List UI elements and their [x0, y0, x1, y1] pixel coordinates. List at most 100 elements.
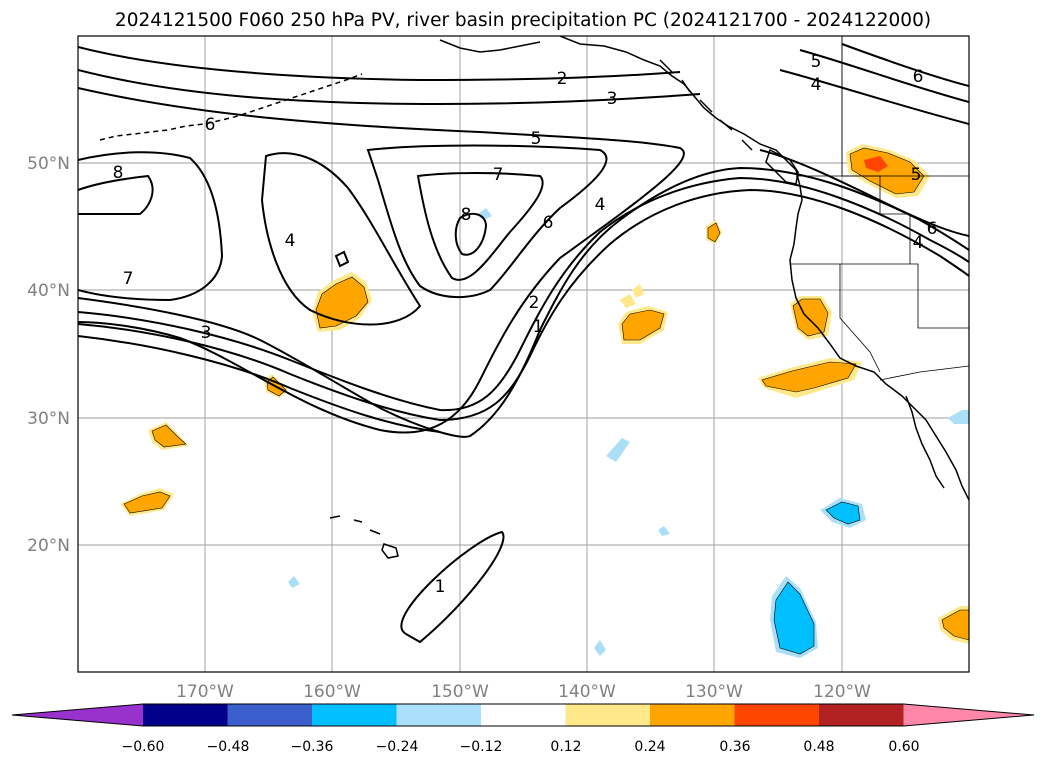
colorbar-segment	[396, 704, 482, 726]
colorbar-tick-label: −0.24	[376, 739, 419, 755]
shade-region	[620, 294, 636, 308]
shade-region	[606, 438, 630, 462]
shade-region	[707, 222, 721, 243]
shade-region	[941, 609, 969, 641]
shade-region	[151, 424, 187, 448]
shade-region	[315, 276, 369, 329]
contour-label: 2	[529, 293, 540, 313]
colorbar-segment	[650, 704, 735, 726]
shade-region	[864, 156, 888, 172]
shade-region	[123, 491, 171, 514]
lon-label: 170°W	[176, 682, 234, 702]
border-or-ca-nv	[790, 263, 969, 329]
colorbar-tick-label: −0.12	[460, 739, 503, 755]
border-us-mexico	[879, 365, 969, 381]
contour-label: 3	[607, 89, 618, 109]
lon-label: 140°W	[558, 682, 616, 702]
colorbar-segment	[481, 704, 566, 726]
lon-label: 160°W	[303, 682, 361, 702]
lat-label: 30°N	[27, 409, 70, 429]
shade-region	[288, 576, 300, 588]
shade-region	[825, 501, 861, 525]
contour-pv-3b	[78, 188, 969, 422]
contour-pv-3	[78, 69, 701, 106]
contour-pv-1	[78, 166, 969, 438]
coastline-baja	[905, 395, 945, 489]
colorbar-segment	[734, 704, 820, 726]
border-ca-nv	[839, 264, 881, 373]
colorbar-segment	[143, 704, 228, 726]
contour-pv-small	[334, 250, 350, 268]
colorbar-tick-label: 0.60	[888, 739, 919, 755]
precip-shading-negative	[288, 208, 969, 658]
coastline-hawaii	[329, 515, 399, 559]
colorbar-tick-label: −0.36	[291, 739, 334, 755]
contour-pv-2b	[78, 176, 969, 412]
contour-label: 7	[123, 269, 134, 289]
gridlines	[78, 36, 969, 672]
coastline-alaska-panhandle	[659, 59, 753, 151]
longitude-labels: 170°W 160°W 150°W 140°W 130°W 120°W	[176, 682, 871, 702]
contour-label: 2	[557, 69, 568, 89]
contour-pv-7	[416, 172, 544, 281]
contour-pv-5-ne	[799, 49, 969, 103]
contour-pv-5-east	[759, 149, 969, 237]
lon-label: 120°W	[813, 682, 871, 702]
contour-pv-7-west	[78, 151, 224, 302]
precip-shading-positive	[120, 144, 969, 644]
contour-label: 3	[201, 323, 212, 343]
colorbar: −0.60 −0.48 −0.36 −0.24 −0.12 0.12 0.24 …	[11, 703, 1035, 755]
colorbar-tick-label: 0.24	[634, 739, 665, 755]
colorbar-tick-label: 0.48	[803, 739, 834, 755]
contour-label: 4	[285, 231, 296, 251]
contour-pv-6	[366, 144, 608, 299]
coastlines	[99, 36, 969, 559]
colorbar-tick-label: −0.60	[122, 739, 165, 755]
coastline-alaska	[439, 39, 541, 53]
shade-region	[632, 284, 644, 298]
contour-pv-1-south	[400, 530, 505, 644]
contour-pv-8-west	[78, 174, 154, 215]
colorbar-tick-label: −0.48	[207, 739, 250, 755]
contour-label: 6	[913, 67, 924, 87]
lat-label: 40°N	[27, 281, 70, 301]
map-title: 2024121500 F060 250 hPa PV, river basin …	[115, 10, 931, 31]
colorbar-outline	[11, 703, 1035, 727]
colorbar-segment	[819, 704, 904, 726]
contour-pv-4-ne	[779, 69, 969, 125]
contour-label: 6	[543, 213, 554, 233]
lat-label: 50°N	[27, 154, 70, 174]
contour-label: 8	[113, 163, 124, 183]
contour-pv-3c	[78, 335, 441, 433]
contour-label: 5	[811, 52, 822, 72]
pv-contours	[78, 43, 969, 644]
colorbar-segments	[11, 703, 1035, 727]
contour-label: 1	[533, 317, 544, 337]
shade-region	[773, 581, 815, 655]
colorbar-segment	[312, 704, 397, 726]
contour-label: 6	[927, 219, 938, 239]
contour-label: 4	[595, 195, 606, 215]
contour-label: 6	[205, 115, 216, 135]
coastline-aleutians	[99, 73, 363, 141]
lon-label: 130°W	[685, 682, 743, 702]
contour-label: 4	[811, 75, 822, 95]
shade-region	[594, 640, 606, 656]
map-panel: 2 3 5 4 6 5 7 8 4 6 4 2 1 8 7 3 1 5 6 4	[77, 35, 970, 673]
contour-labels: 2 3 5 4 6 5 7 8 4 6 4 2 1 8 7 3 1 5 6 4	[113, 52, 938, 597]
colorbar-tick-label: 0.36	[719, 739, 750, 755]
contour-pv-4-west	[260, 152, 422, 326]
contour-pv-2	[78, 46, 681, 82]
colorbar-extend-max	[903, 704, 1034, 726]
map-background	[78, 36, 969, 672]
contour-label: 5	[911, 165, 922, 185]
contour-label: 1	[435, 577, 446, 597]
shade-region	[658, 526, 670, 536]
lon-label: 150°W	[431, 682, 489, 702]
contour-label: 8	[461, 205, 472, 225]
contour-label: 5	[531, 129, 542, 149]
colorbar-tick-label: 0.12	[550, 739, 581, 755]
shade-region	[761, 361, 857, 393]
colorbar-extend-min	[12, 704, 143, 726]
